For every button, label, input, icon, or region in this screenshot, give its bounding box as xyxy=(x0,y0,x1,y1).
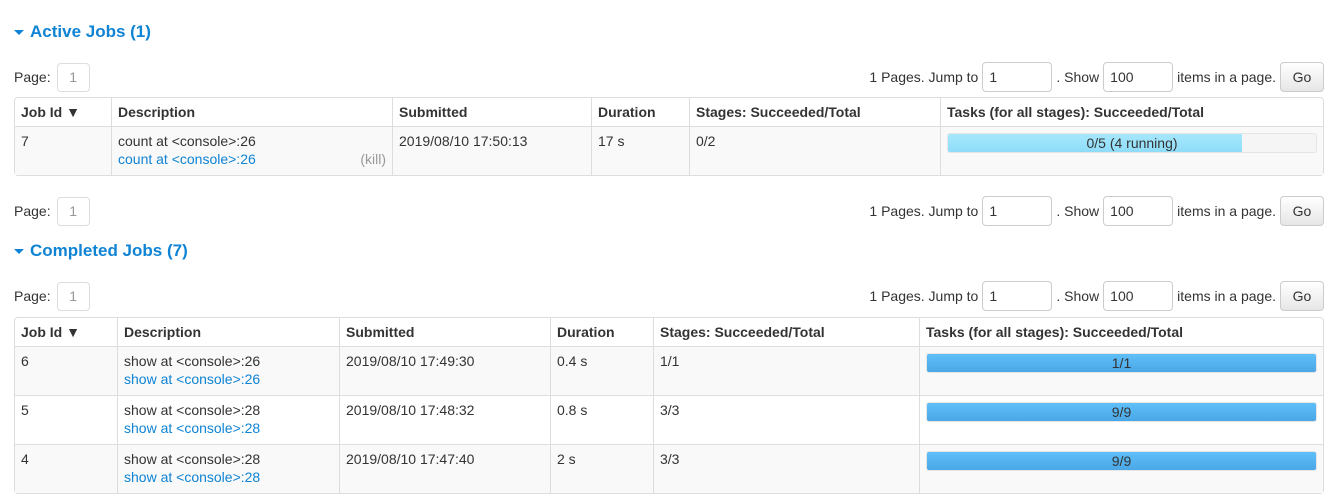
column-header[interactable]: Stages: Succeeded/Total xyxy=(689,98,940,126)
job-row: 6 show at <console>:26 show at <console>… xyxy=(15,346,1323,395)
page-size-input[interactable] xyxy=(1103,281,1174,311)
go-button[interactable]: Go xyxy=(1280,62,1324,92)
pages-text: 1 Pages. Jump to xyxy=(869,69,979,85)
tasks-progress-bar: 0/5 (4 running) xyxy=(947,133,1317,153)
job-id: 5 xyxy=(15,395,117,444)
active-pager-top: Page: 1 1 Pages. Jump to . Show items in… xyxy=(14,62,1324,92)
job-row: 7 count at <console>:26 count at <consol… xyxy=(15,126,1323,175)
column-header[interactable]: Description xyxy=(111,98,392,126)
jump-to-input[interactable] xyxy=(982,281,1053,311)
tasks-progress-bar: 9/9 xyxy=(926,451,1317,471)
completed-pager-top: Page: 1 1 Pages. Jump to . Show items in… xyxy=(14,281,1324,311)
active-pager-bottom: Page: 1 1 Pages. Jump to . Show items in… xyxy=(14,196,1324,226)
page-number-button[interactable]: 1 xyxy=(56,196,90,226)
page-size-input[interactable] xyxy=(1103,196,1174,226)
job-link[interactable]: count at <console>:26 xyxy=(118,151,256,167)
duration: 0.4 s xyxy=(550,346,653,395)
progress-fill xyxy=(927,403,1316,421)
duration: 17 s xyxy=(591,126,689,175)
items-text: items in a page. xyxy=(1177,203,1276,219)
job-link[interactable]: show at <console>:26 xyxy=(124,371,261,387)
job-id: 6 xyxy=(15,346,117,395)
job-row: 4 show at <console>:28 show at <console>… xyxy=(15,444,1323,493)
job-description: count at <console>:26 xyxy=(118,133,256,149)
stages: 1/1 xyxy=(653,346,919,395)
page-controls: 1 Pages. Jump to . Show items in a page.… xyxy=(869,196,1324,226)
active-jobs-header[interactable]: Active Jobs (1) xyxy=(14,22,151,42)
show-text: . Show xyxy=(1056,69,1100,85)
stages: 3/3 xyxy=(653,395,919,444)
column-header[interactable]: Duration xyxy=(550,318,653,346)
page-label: Page: xyxy=(14,203,51,219)
tasks-cell: 9/9 xyxy=(919,444,1323,493)
progress-fill xyxy=(927,354,1316,372)
column-header[interactable]: Tasks (for all stages): Succeeded/Total xyxy=(919,318,1323,346)
column-header[interactable]: Job Id ▼ xyxy=(21,104,80,120)
pages-text: 1 Pages. Jump to xyxy=(869,203,979,219)
show-text: . Show xyxy=(1056,203,1100,219)
completed-jobs-header[interactable]: Completed Jobs (7) xyxy=(14,241,188,261)
column-header[interactable]: Tasks (for all stages): Succeeded/Total xyxy=(940,98,1323,126)
active-jobs-table: Job Id ▼ Description Submitted Duration Stag… xyxy=(14,97,1324,176)
page-label: Page: xyxy=(14,69,51,85)
submitted: 2019/08/10 17:50:13 xyxy=(392,126,591,175)
section-title: Active Jobs (1) xyxy=(30,22,151,41)
items-text: items in a page. xyxy=(1177,69,1276,85)
job-link[interactable]: show at <console>:28 xyxy=(124,420,261,436)
tasks-label: 0/5 (4 running) xyxy=(1086,135,1178,151)
stages: 0/2 xyxy=(689,126,940,175)
tasks-cell: 1/1 xyxy=(919,346,1323,395)
jump-to-input[interactable] xyxy=(982,62,1053,92)
page-controls: 1 Pages. Jump to . Show items in a page.… xyxy=(869,62,1324,92)
tasks-label: 1/1 xyxy=(1111,355,1132,371)
column-header[interactable]: Job Id ▼ xyxy=(21,324,80,340)
submitted: 2019/08/10 17:48:32 xyxy=(339,395,550,444)
job-description: show at <console>:28 xyxy=(124,402,261,418)
duration: 0.8 s xyxy=(550,395,653,444)
stages: 3/3 xyxy=(653,444,919,493)
page-controls: 1 Pages. Jump to . Show items in a page.… xyxy=(869,281,1324,311)
tasks-progress-bar: 9/9 xyxy=(926,402,1317,422)
tasks-cell: 0/5 (4 running) xyxy=(940,126,1323,175)
description-cell: show at <console>:28 show at <console>:2… xyxy=(117,395,339,444)
jump-to-input[interactable] xyxy=(982,196,1053,226)
progress-fill xyxy=(927,452,1316,470)
tasks-progress-bar: 1/1 xyxy=(926,353,1317,373)
pages-text: 1 Pages. Jump to xyxy=(869,288,979,304)
job-description: show at <console>:28 xyxy=(124,451,261,467)
page-number-button[interactable]: 1 xyxy=(56,281,90,311)
go-button[interactable]: Go xyxy=(1280,281,1324,311)
job-id: 7 xyxy=(15,126,111,175)
items-text: items in a page. xyxy=(1177,288,1276,304)
description-cell: show at <console>:26 show at <console>:2… xyxy=(117,346,339,395)
column-header[interactable]: Submitted xyxy=(392,98,591,126)
page-size-input[interactable] xyxy=(1103,62,1174,92)
column-header[interactable]: Description xyxy=(117,318,339,346)
caret-down-icon xyxy=(14,29,24,35)
show-text: . Show xyxy=(1056,288,1100,304)
page-label: Page: xyxy=(14,288,51,304)
description-cell: count at <console>:26 count at <console>… xyxy=(111,126,392,175)
column-header[interactable]: Duration xyxy=(591,98,689,126)
column-header[interactable]: Stages: Succeeded/Total xyxy=(653,318,919,346)
go-button[interactable]: Go xyxy=(1280,196,1324,226)
completed-jobs-table: Job Id ▼ Description Submitted Duration Stag… xyxy=(14,317,1324,494)
duration: 2 s xyxy=(550,444,653,493)
page-number-button[interactable]: 1 xyxy=(56,62,90,92)
kill-link[interactable]: (kill) xyxy=(360,151,386,167)
submitted: 2019/08/10 17:49:30 xyxy=(339,346,550,395)
job-id: 4 xyxy=(15,444,117,493)
column-header[interactable]: Submitted xyxy=(339,318,550,346)
description-cell: show at <console>:28 show at <console>:2… xyxy=(117,444,339,493)
tasks-cell: 9/9 xyxy=(919,395,1323,444)
job-row: 5 show at <console>:28 show at <console>… xyxy=(15,395,1323,444)
submitted: 2019/08/10 17:47:40 xyxy=(339,444,550,493)
tasks-label: 9/9 xyxy=(1111,453,1132,469)
job-description: show at <console>:26 xyxy=(124,353,261,369)
job-link[interactable]: show at <console>:28 xyxy=(124,469,261,485)
section-title: Completed Jobs (7) xyxy=(30,241,188,260)
tasks-label: 9/9 xyxy=(1111,404,1132,420)
progress-fill xyxy=(948,134,1243,152)
caret-down-icon xyxy=(14,248,24,254)
